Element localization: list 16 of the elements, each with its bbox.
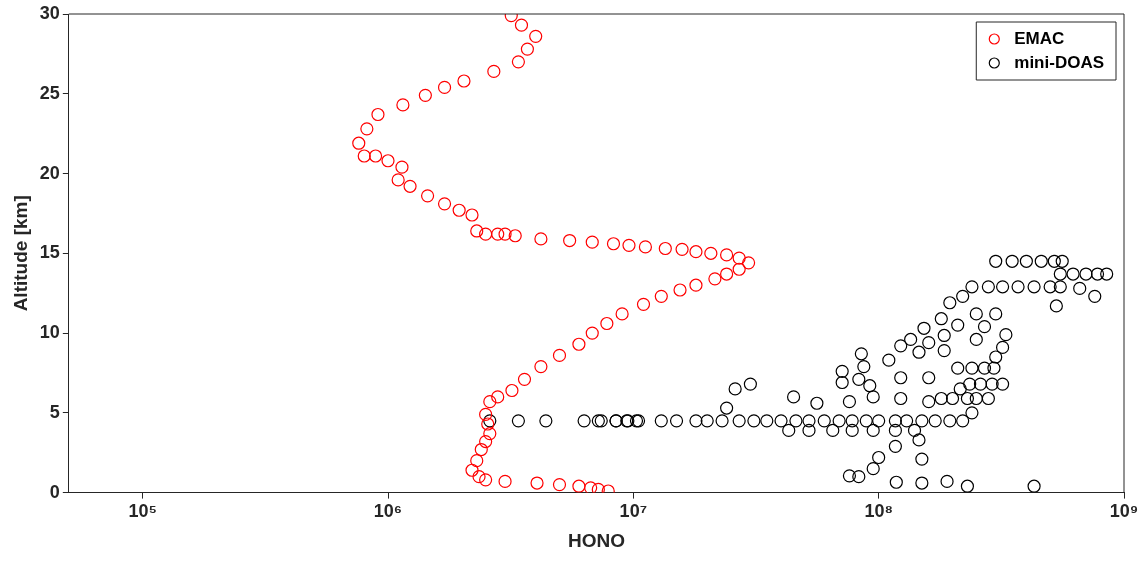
y-tick-label: 5 [49, 401, 60, 422]
x-tick-label: 10⁷ [619, 501, 648, 522]
y-axis-title: Altitude [km] [9, 195, 31, 312]
x-tick-label: 10⁹ [1109, 501, 1139, 522]
legend-label: mini-DOAS [1014, 52, 1105, 72]
x-tick-label: 10⁸ [864, 501, 893, 522]
y-tick-label: 20 [39, 162, 60, 183]
y-tick-label: 30 [39, 2, 60, 23]
y-tick-label: 10 [39, 322, 60, 343]
y-tick-label: 25 [39, 82, 60, 103]
x-tick-label: 10⁵ [128, 501, 157, 522]
y-tick-label: 0 [49, 481, 60, 502]
y-tick-label: 15 [39, 242, 60, 263]
x-axis-title: HONO [567, 529, 625, 551]
x-tick-label: 10⁶ [373, 501, 403, 522]
legend-label: EMAC [1014, 28, 1065, 48]
